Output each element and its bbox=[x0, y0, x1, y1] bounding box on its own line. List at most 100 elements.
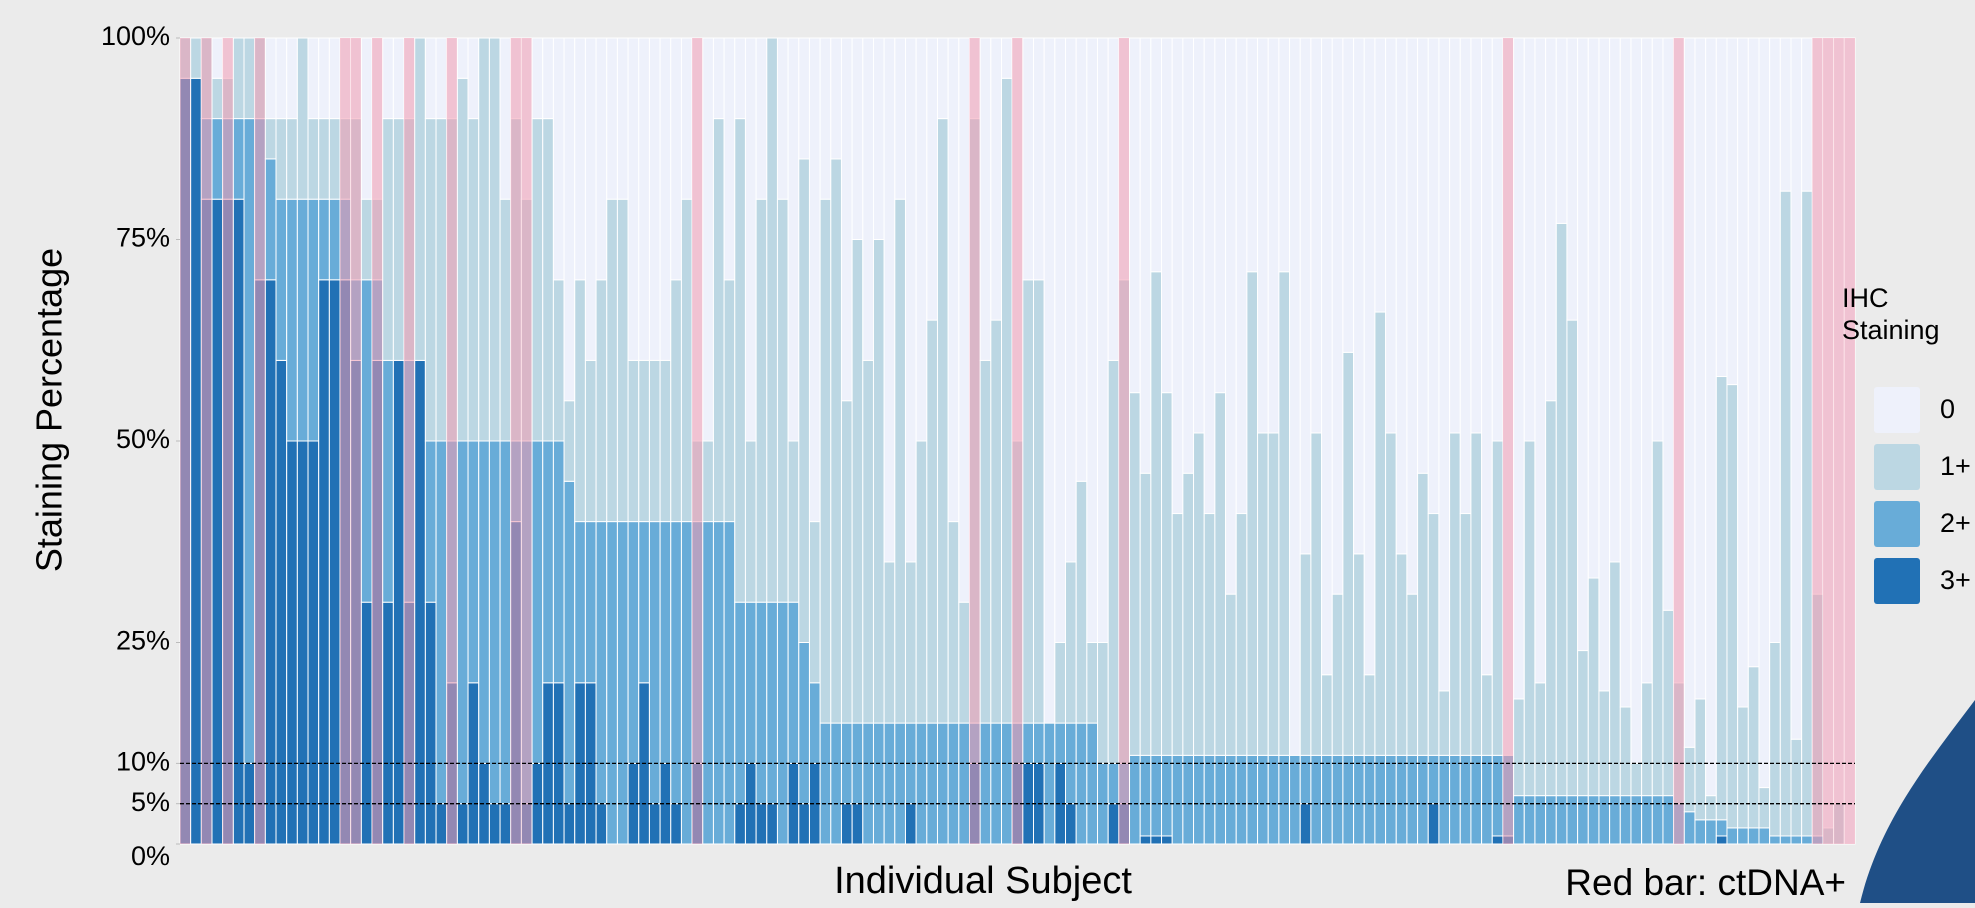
bar-segment bbox=[1225, 37, 1237, 595]
bar-segment bbox=[638, 37, 650, 361]
bar-segment bbox=[627, 37, 640, 361]
bar-segment bbox=[1171, 754, 1184, 845]
bar-segment bbox=[606, 198, 618, 523]
ctdna-highlight bbox=[404, 38, 415, 844]
bar-segment bbox=[488, 440, 501, 805]
bar-segment bbox=[1310, 754, 1323, 845]
bar-segment bbox=[1587, 37, 1600, 579]
bar-segment bbox=[926, 722, 938, 845]
bar-segment bbox=[894, 722, 906, 845]
bar-segment bbox=[1257, 37, 1269, 434]
bar-segment bbox=[776, 37, 789, 200]
y-axis-title: Staining Percentage bbox=[29, 248, 70, 572]
bar-segment bbox=[1310, 432, 1323, 756]
bar-segment bbox=[1075, 722, 1088, 845]
bar-segment bbox=[1321, 37, 1333, 676]
bar-segment bbox=[819, 37, 832, 200]
bar-segment bbox=[1779, 835, 1792, 845]
bar-segment bbox=[915, 722, 928, 845]
bar-segment bbox=[1161, 37, 1173, 394]
bar-segment bbox=[1747, 827, 1760, 845]
bar-segment bbox=[606, 521, 618, 845]
bar-segment bbox=[1715, 376, 1728, 821]
bar-segment bbox=[563, 400, 576, 482]
bar-segment bbox=[1107, 359, 1120, 764]
bar-segment bbox=[1651, 37, 1664, 442]
bar-segment bbox=[680, 521, 693, 845]
bar-segment bbox=[648, 521, 661, 805]
ctdna-highlight bbox=[254, 38, 266, 844]
bar-segment bbox=[190, 37, 202, 79]
bar-segment bbox=[1801, 835, 1813, 845]
bar-segment bbox=[1609, 795, 1621, 845]
bar-segment bbox=[1630, 37, 1643, 764]
bar-segment bbox=[1790, 738, 1803, 837]
bar-segment bbox=[414, 37, 426, 361]
bar-segment bbox=[1182, 754, 1195, 845]
bar-segment bbox=[531, 118, 544, 442]
bar-segment bbox=[883, 722, 896, 845]
bar-segment bbox=[1427, 803, 1440, 845]
bar-segment bbox=[1171, 513, 1184, 756]
bar-segment bbox=[798, 642, 810, 805]
bar-segment bbox=[787, 601, 800, 764]
bar-segment bbox=[1235, 37, 1248, 515]
bar-segment bbox=[1470, 432, 1483, 756]
bar-segment bbox=[1534, 37, 1547, 684]
bar-segment bbox=[1481, 674, 1493, 756]
bar-segment bbox=[456, 440, 469, 805]
bar-segment bbox=[1459, 754, 1472, 845]
bar-segment bbox=[1075, 480, 1088, 724]
bar-segment bbox=[1513, 37, 1525, 700]
bar-segment bbox=[360, 601, 373, 845]
bar-segment bbox=[1086, 37, 1099, 643]
bar-segment bbox=[1662, 37, 1675, 611]
bar-segment bbox=[1737, 827, 1749, 845]
bar-segment bbox=[1651, 440, 1664, 797]
bar-segment bbox=[1694, 819, 1707, 845]
bar-segment bbox=[1161, 392, 1173, 756]
bar-segment bbox=[830, 158, 842, 724]
bar-segment bbox=[1235, 754, 1248, 845]
bar-segment bbox=[851, 37, 864, 240]
bar-segment bbox=[424, 118, 437, 442]
bar-segment bbox=[552, 37, 565, 281]
bar-segment bbox=[1086, 642, 1099, 724]
bar-segment bbox=[1470, 754, 1483, 845]
bar-segment bbox=[1758, 787, 1771, 829]
bar-segment bbox=[1694, 37, 1707, 700]
bar-segment bbox=[1769, 37, 1781, 643]
ctdna-highlight bbox=[1833, 38, 1845, 844]
bar-segment bbox=[1193, 754, 1205, 845]
bar-segment bbox=[1790, 37, 1803, 740]
bar-segment bbox=[1726, 827, 1739, 845]
bar-segment bbox=[1374, 37, 1387, 313]
bar-segment bbox=[1267, 432, 1280, 756]
bar-segment bbox=[1321, 674, 1333, 756]
bar-segment bbox=[915, 37, 928, 442]
bar-segment bbox=[872, 37, 885, 240]
bar-segment bbox=[1278, 37, 1291, 273]
bar-segment bbox=[584, 359, 597, 523]
bar-segment bbox=[1545, 795, 1557, 845]
bar-segment bbox=[936, 37, 949, 120]
bar-segment bbox=[787, 440, 800, 603]
bar-segment bbox=[1139, 472, 1152, 756]
y-tick-label: 10% bbox=[116, 747, 170, 777]
bar-segment bbox=[328, 279, 341, 845]
bar-segment bbox=[702, 440, 714, 523]
bar-segment bbox=[883, 37, 896, 563]
bar-segment bbox=[659, 359, 672, 523]
bar-segment bbox=[1577, 37, 1589, 652]
bar-segment bbox=[755, 198, 768, 603]
bar-segment bbox=[1758, 37, 1771, 789]
bar-segment bbox=[616, 37, 629, 200]
bar-segment bbox=[1534, 795, 1547, 845]
bar-segment bbox=[307, 440, 320, 845]
bar-segment bbox=[1000, 77, 1013, 724]
ctdna-highlight bbox=[446, 38, 458, 844]
bar-segment bbox=[947, 521, 960, 724]
bar-segment bbox=[936, 722, 949, 845]
bar-segment bbox=[435, 440, 448, 805]
bar-segment bbox=[1406, 37, 1419, 595]
